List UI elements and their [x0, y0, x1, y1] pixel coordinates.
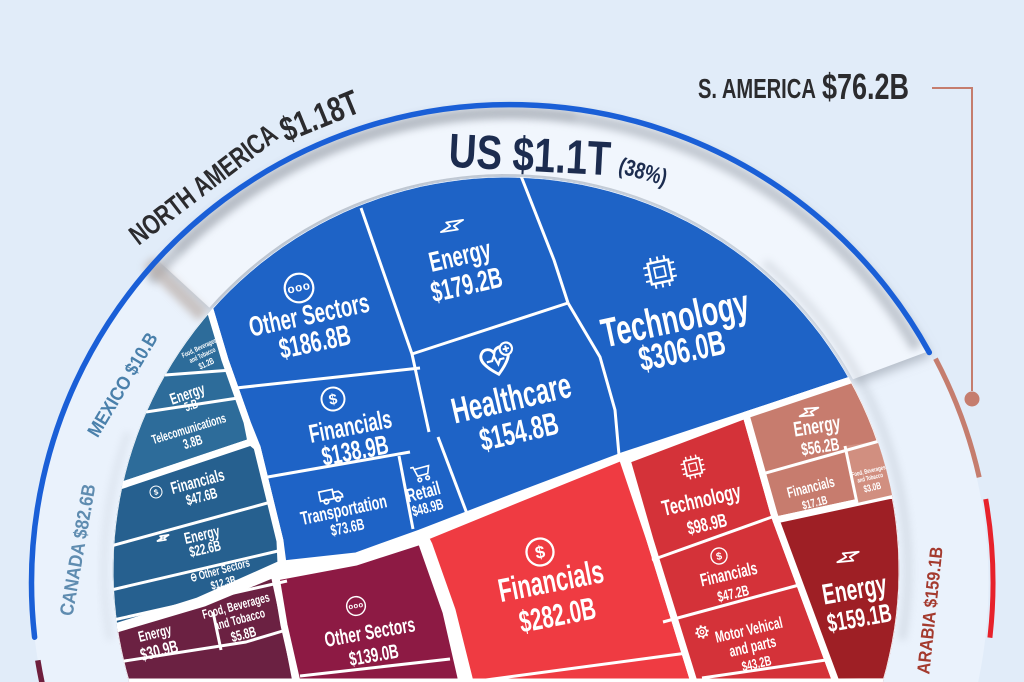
svg-text:$76.2B: $76.2B [822, 66, 909, 107]
svg-text:5.B: 5.B [183, 397, 200, 415]
svg-text:ooo: ooo [286, 279, 312, 297]
svg-text:ooo: ooo [348, 600, 365, 612]
svg-text:$5.8B: $5.8B [229, 623, 258, 646]
svg-text:$17.1B: $17.1B [801, 494, 829, 513]
svg-text:$: $ [715, 551, 723, 563]
svg-text:$: $ [153, 487, 160, 497]
svg-text:$3.0B: $3.0B [862, 479, 882, 494]
svg-text:$22.6B: $22.6B [188, 537, 223, 560]
svg-text:US $1.1T: US $1.1T [447, 125, 612, 186]
svg-text:$47.2B: $47.2B [716, 582, 751, 605]
svg-text:3.8B: 3.8B [181, 431, 205, 453]
svg-text:$12.3B: $12.3B [210, 574, 238, 593]
svg-text:$43.2B: $43.2B [740, 652, 773, 675]
svg-text:$: $ [533, 541, 547, 563]
svg-text:S. AMERICA: S. AMERICA [698, 74, 816, 105]
